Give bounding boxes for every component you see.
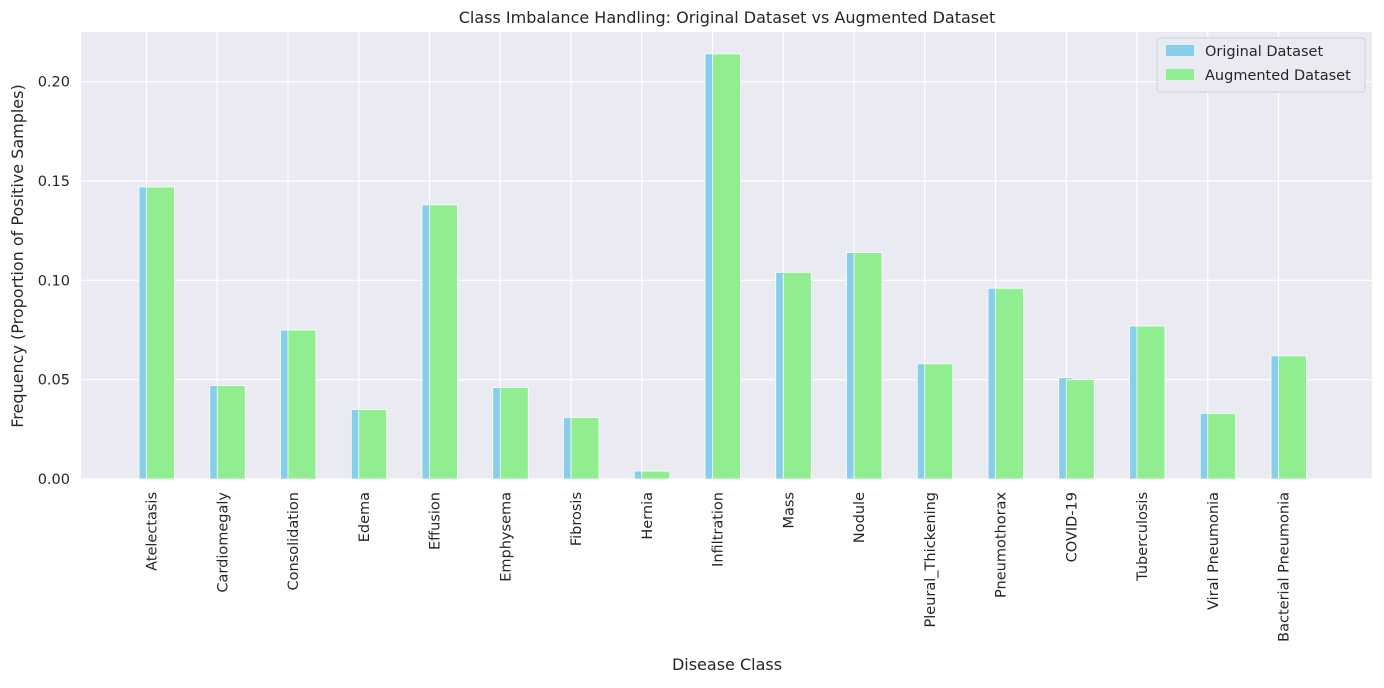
x-tick-label: Infiltration (711, 492, 727, 567)
legend-swatch-original (1166, 45, 1194, 56)
legend-label-augmented: Augmented Dataset (1205, 68, 1351, 84)
x-tick-label: COVID-19 (1064, 492, 1080, 562)
bar-augmented-11 (924, 363, 954, 480)
bar-augmented-9 (782, 271, 812, 480)
x-tick-label: Atelectasis (145, 492, 161, 571)
x-tick-label: Nodule (852, 492, 868, 543)
y-tick-label: 0.15 (38, 174, 70, 190)
bar-augmented-7 (641, 470, 671, 480)
bar-augmented-14 (1136, 325, 1166, 480)
legend-label-original: Original Dataset (1205, 44, 1323, 60)
x-tick-label: Bacterial Pneumonia (1277, 492, 1293, 642)
bar-augmented-5 (499, 387, 529, 480)
bar-augmented-8 (712, 53, 741, 480)
legend-box (1156, 37, 1366, 93)
y-tick-label: 0.00 (38, 472, 70, 488)
x-tick-label: Hernia (640, 492, 656, 540)
x-tick-label: Cardiomegaly (215, 492, 231, 593)
legend-swatch-augmented (1166, 69, 1194, 80)
x-tick-label: Mass (781, 492, 797, 529)
bar-augmented-12 (995, 287, 1024, 480)
bar-augmented-10 (853, 252, 883, 480)
bar-augmented-13 (1065, 379, 1095, 480)
bar-augmented-1 (216, 385, 246, 480)
y-tick-label: 0.05 (38, 373, 70, 389)
bar-augmented-0 (146, 186, 175, 480)
x-tick-label: Pneumothorax (994, 492, 1010, 598)
x-axis-ticks: Atelectasis Cardiomegaly Consolidation Edem… (145, 492, 1293, 642)
chart-title: Class Imbalance Handling: Original Datas… (459, 8, 996, 27)
x-tick-label: Edema (357, 492, 373, 542)
y-tick-label: 0.20 (38, 75, 70, 91)
legend: Original Dataset Augmented Dataset (1156, 37, 1366, 93)
bar-augmented-16 (1278, 355, 1307, 480)
y-tick-label: 0.10 (38, 273, 70, 289)
bar-augmented-3 (358, 409, 388, 480)
y-axis-ticks: 0.00 0.05 0.10 0.15 0.20 (38, 75, 70, 488)
x-tick-label: Emphysema (498, 492, 514, 582)
bar-layer (138, 53, 1307, 480)
bar-augmented-4 (429, 204, 458, 480)
x-axis-label: Disease Class (672, 655, 782, 674)
x-tick-label: Tuberculosis (1135, 492, 1151, 582)
x-tick-label: Pleural_Thickening (923, 492, 939, 627)
x-tick-label: Consolidation (286, 492, 302, 591)
x-tick-label: Viral Pneumonia (1206, 492, 1222, 610)
bar-augmented-15 (1207, 413, 1237, 480)
bar-augmented-6 (570, 417, 600, 480)
bar-augmented-2 (287, 329, 317, 480)
x-tick-label: Fibrosis (569, 492, 585, 546)
x-tick-label: Effusion (428, 492, 444, 550)
y-axis-label: Frequency (Proportion of Positive Sample… (8, 84, 27, 427)
